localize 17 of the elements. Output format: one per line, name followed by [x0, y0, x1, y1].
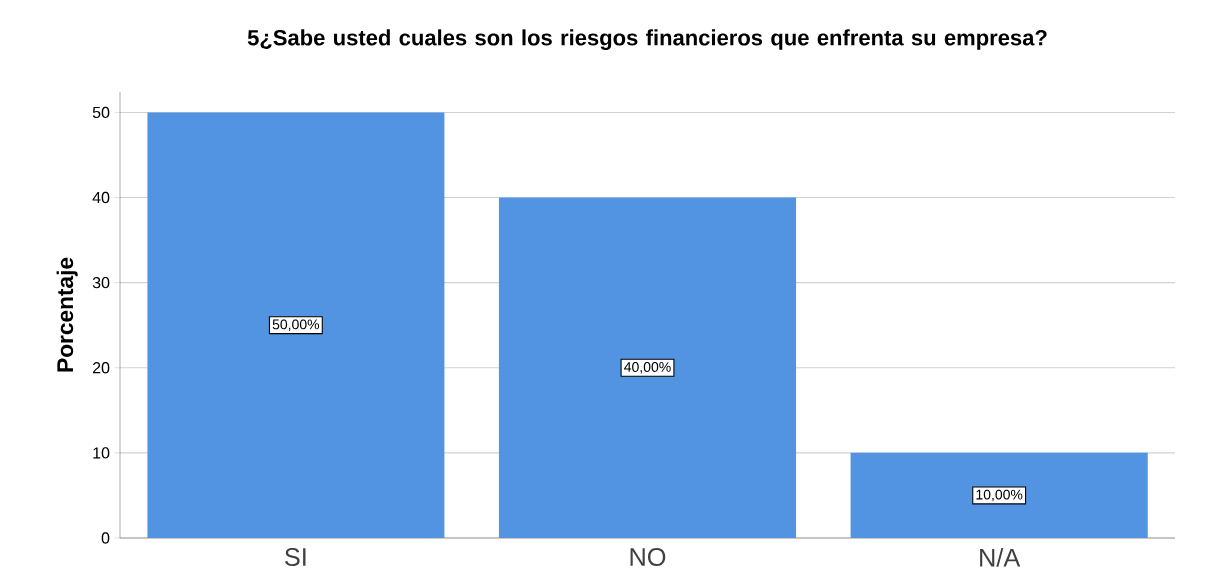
- x-tick-label: N/A: [980, 548, 1021, 567]
- x-tick-label: SI: [285, 548, 306, 566]
- bar: [498, 197, 797, 538]
- y-tick-label: 30: [92, 276, 110, 289]
- data-label: 50,00%: [272, 319, 320, 331]
- bar: [850, 452, 1148, 538]
- y-axis-title: Porcentaje: [56, 257, 78, 372]
- y-tick-label: 20: [92, 362, 110, 374]
- y-tick-label: 40: [92, 191, 110, 204]
- y-tick-label: 0: [101, 532, 110, 544]
- x-tick-label: NO: [630, 548, 666, 566]
- bar: [147, 112, 445, 538]
- y-tick-label: 10: [93, 447, 110, 459]
- chart-title: 5¿Sabe usted cuales son los riesgos financieros que enfrenta su empresa?: [247, 29, 1047, 50]
- data-label: 10,00%: [976, 489, 1023, 502]
- data-label: 40,00%: [624, 361, 671, 374]
- y-tick-label: 50: [92, 106, 110, 119]
